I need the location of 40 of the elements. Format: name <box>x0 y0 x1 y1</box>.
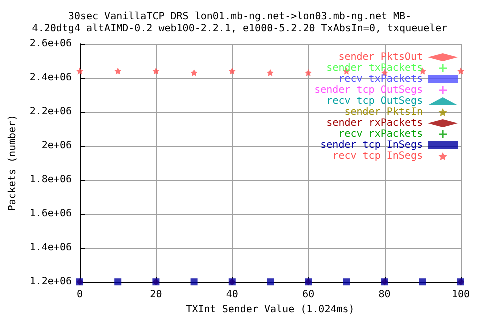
legend-label: sender tcp OutSegs <box>314 85 423 96</box>
x-tick-label: 20 <box>150 290 162 301</box>
point <box>190 278 198 286</box>
point <box>228 68 236 75</box>
y-tick-label: 2.2e+06 <box>30 106 72 118</box>
legend-label: recv tcp InSegs <box>332 151 423 162</box>
legend-label: recv rxPackets <box>338 129 423 140</box>
x-tick-label: 80 <box>378 290 391 301</box>
x-tick-label: 100 <box>452 290 470 301</box>
legend-label: sender PktsIn <box>344 107 423 118</box>
point <box>114 68 122 75</box>
point <box>343 278 350 286</box>
legend-label: sender PktsOut <box>338 52 423 63</box>
x-tick-label: 60 <box>302 290 315 301</box>
y-tick-label: 1.6e+06 <box>30 208 72 220</box>
legend-label: sender tcp InSegs <box>320 140 423 151</box>
x-axis-title: TXInt Sender Value (1.024ms) <box>186 304 355 316</box>
point <box>267 278 274 286</box>
legend-label: recv txPackets <box>338 74 423 85</box>
legend-label: sender txPackets <box>326 63 423 74</box>
y-tick-label: 2.6e+06 <box>30 38 72 50</box>
legend-label: sender rxPackets <box>326 118 423 129</box>
chart-title: 30sec VanillaTCP DRS lon01.mb-ng.net->lon03.mb-ng.net MB- 4.20dtg4 altAIMD-0.2 web100-2.2.1, e1000-5.2.20 TxAbsIn=0, txqueueler <box>32 12 448 34</box>
y-tick-label: 2e+06 <box>42 140 72 152</box>
point <box>190 69 198 76</box>
x-tick-label: 0 <box>76 290 84 301</box>
y-tick-label: 2.4e+06 <box>30 72 72 84</box>
y-tick-label: 1.8e+06 <box>30 174 72 186</box>
point <box>267 69 274 76</box>
point <box>152 68 160 75</box>
x-tick-label: 40 <box>226 290 238 301</box>
point <box>114 278 122 286</box>
legend-label: recv tcp OutSegs <box>326 96 423 107</box>
y-axis-title: Packets (number) <box>8 114 18 212</box>
y-tick-label: 1.2e+06 <box>30 276 72 288</box>
point <box>76 68 84 75</box>
point <box>419 278 426 286</box>
y-tick-label: 1.4e+06 <box>30 242 72 254</box>
point <box>305 69 312 76</box>
point <box>458 68 464 75</box>
